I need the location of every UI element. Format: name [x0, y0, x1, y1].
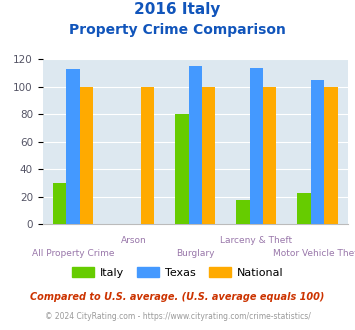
Text: Motor Vehicle Theft: Motor Vehicle Theft — [273, 249, 355, 258]
Bar — [236, 200, 250, 224]
Bar — [202, 87, 215, 224]
Bar — [53, 183, 66, 224]
Bar — [263, 87, 277, 224]
Text: All Property Crime: All Property Crime — [32, 249, 114, 258]
Bar — [311, 80, 324, 224]
Text: Arson: Arson — [121, 236, 147, 245]
Text: © 2024 CityRating.com - https://www.cityrating.com/crime-statistics/: © 2024 CityRating.com - https://www.city… — [45, 312, 310, 321]
Bar — [175, 115, 189, 224]
Text: Burglary: Burglary — [176, 249, 214, 258]
Bar — [189, 66, 202, 224]
Bar — [141, 87, 154, 224]
Bar — [80, 87, 93, 224]
Bar — [250, 68, 263, 224]
Bar — [66, 69, 80, 224]
Text: Property Crime Comparison: Property Crime Comparison — [69, 23, 286, 37]
Text: Compared to U.S. average. (U.S. average equals 100): Compared to U.S. average. (U.S. average … — [30, 292, 325, 302]
Legend: Italy, Texas, National: Italy, Texas, National — [67, 263, 288, 282]
Bar — [324, 87, 338, 224]
Bar — [297, 193, 311, 224]
Text: 2016 Italy: 2016 Italy — [134, 2, 221, 16]
Text: Larceny & Theft: Larceny & Theft — [220, 236, 293, 245]
